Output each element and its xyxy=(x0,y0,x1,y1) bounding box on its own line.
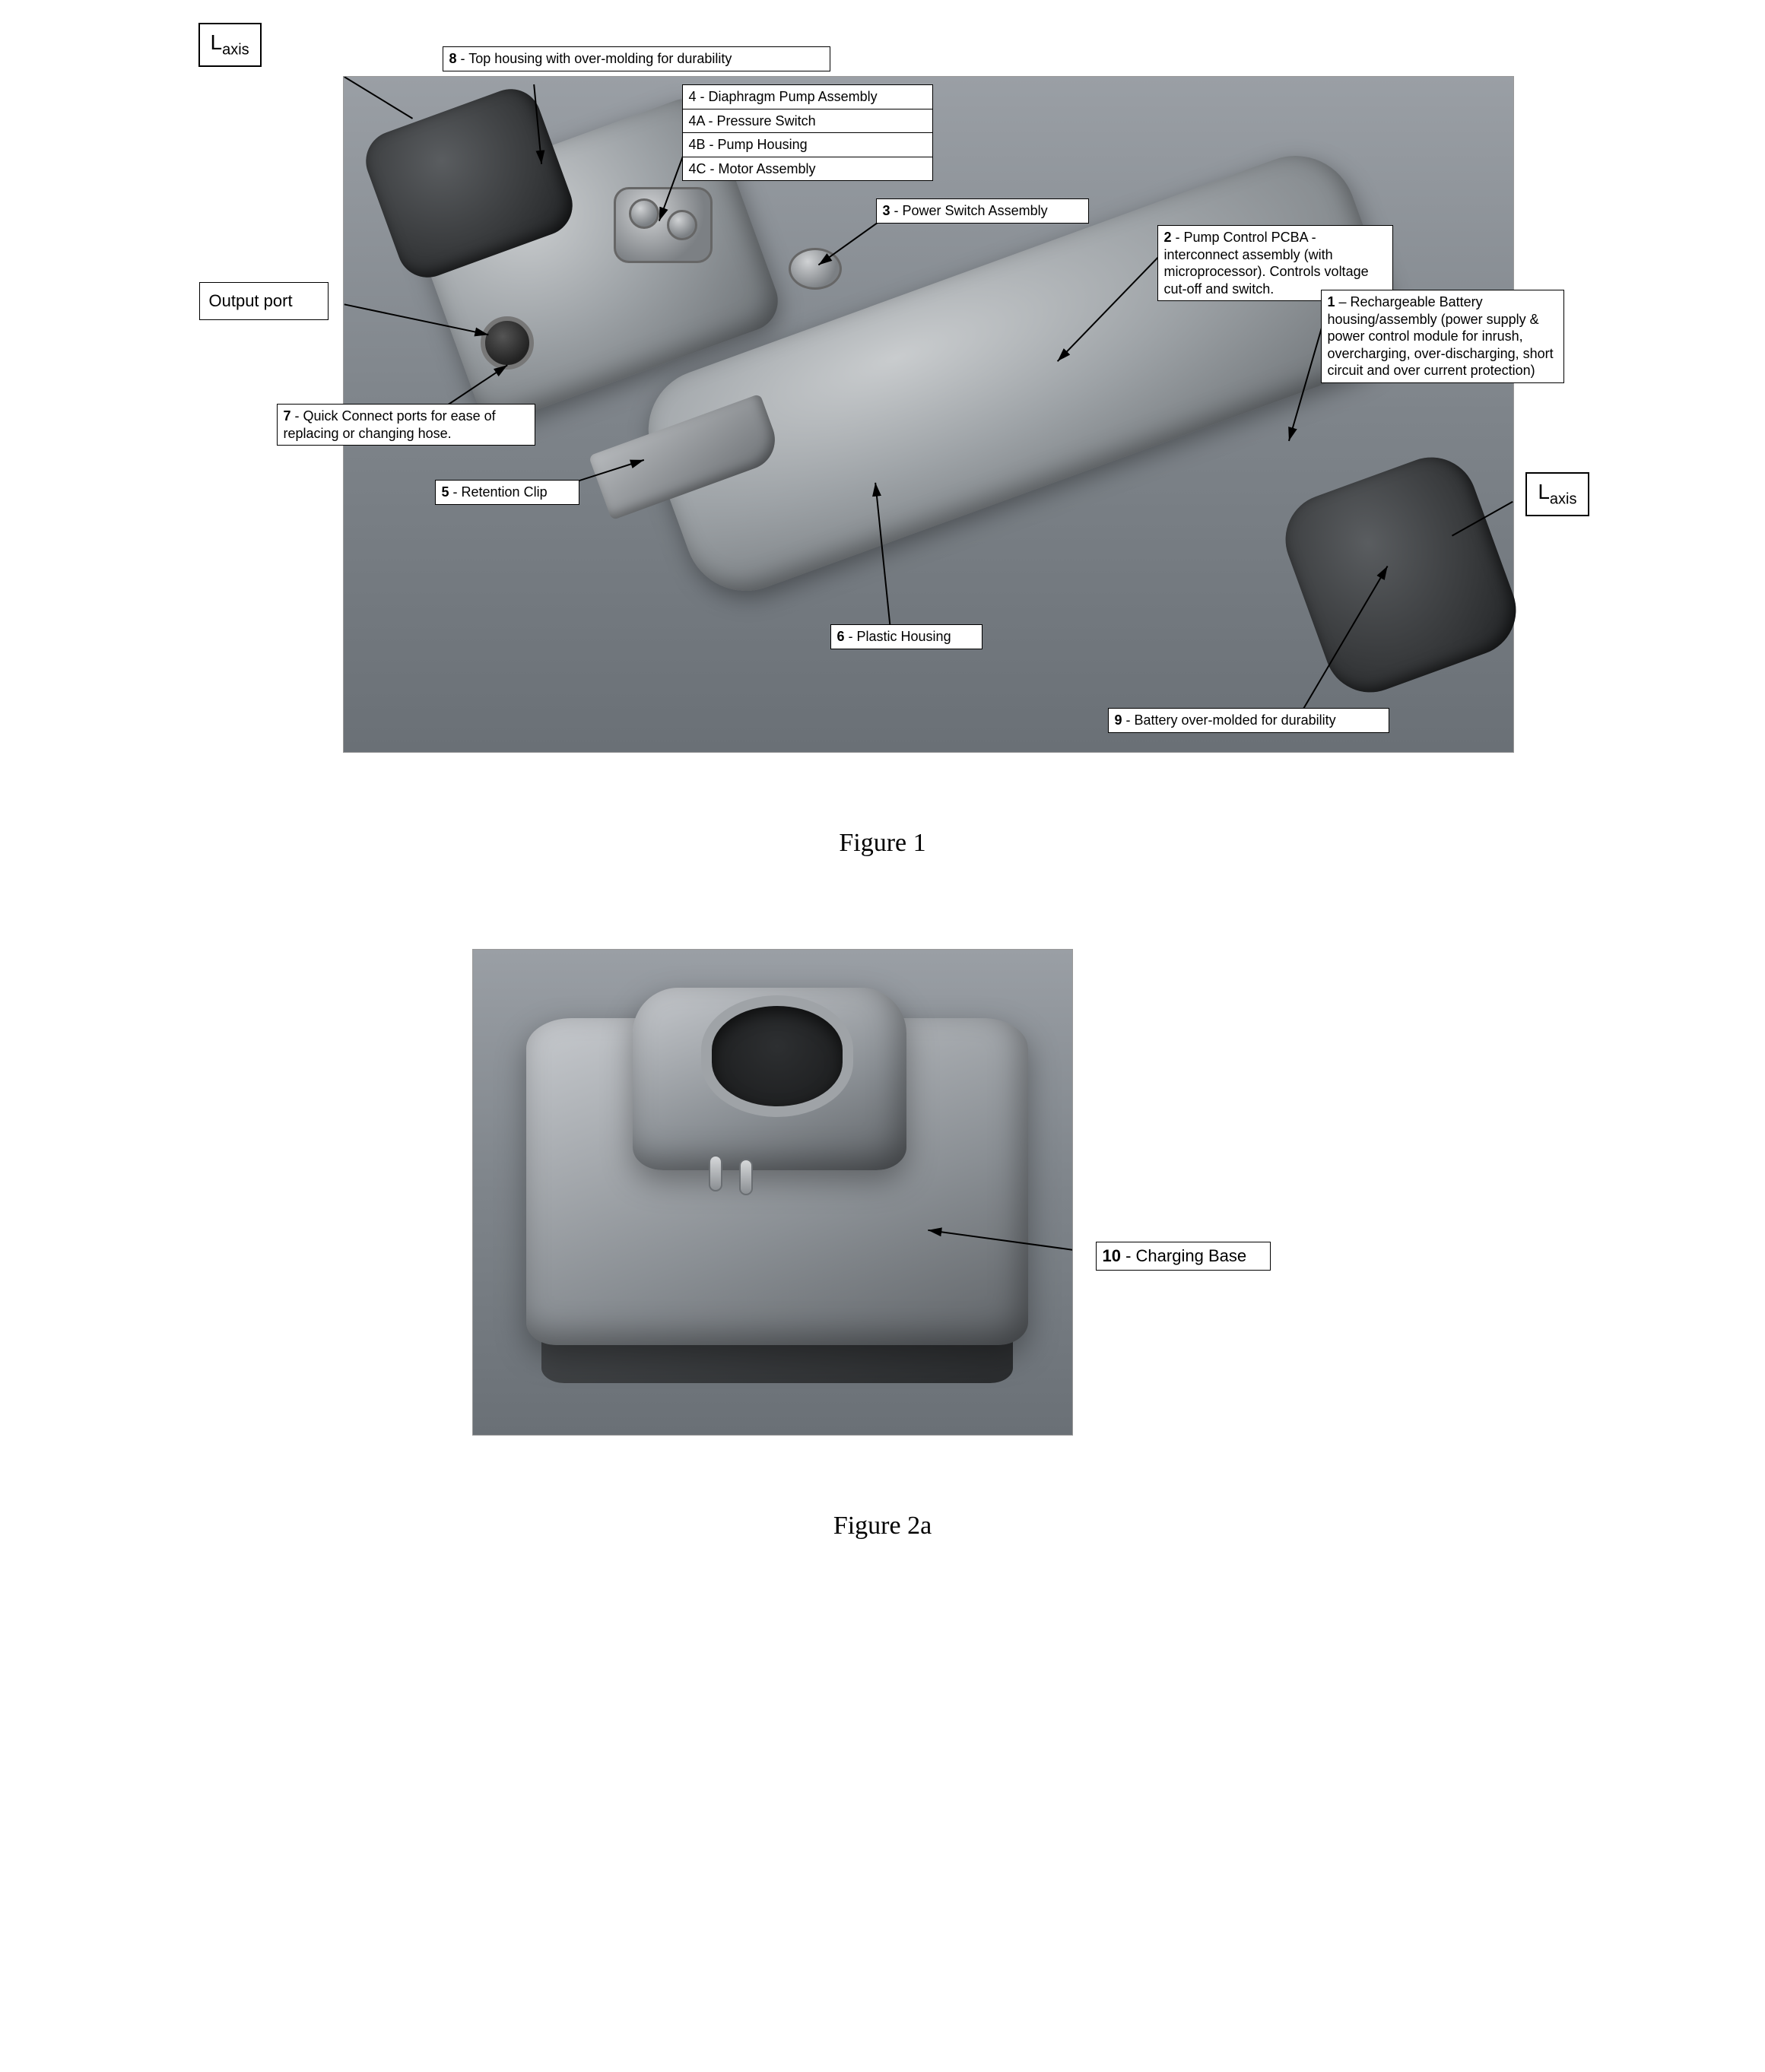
callout-4: 4 - Diaphragm Pump Assembly xyxy=(683,85,932,109)
figure-1-caption: Figure 1 xyxy=(198,829,1567,858)
figure-2a-caption: Figure 2a xyxy=(427,1512,1339,1541)
callout-4-stack: 4 - Diaphragm Pump Assembly 4A - Pressur… xyxy=(682,84,933,181)
base-slot-1 xyxy=(709,1155,722,1191)
pump-cyl-2 xyxy=(667,210,697,240)
base-slot-2 xyxy=(739,1159,753,1195)
base-hole-shape xyxy=(701,995,853,1117)
figure-2a-container: 10 - Charging Base Figure 2a xyxy=(427,949,1339,1541)
output-port-shape xyxy=(481,316,534,370)
callout-8-num: 8 xyxy=(449,51,457,66)
figure-1-render: 8 - Top housing with over-molding for du… xyxy=(343,76,1514,753)
pump-cyl-1 xyxy=(629,198,659,229)
axis-label-bottom-right: Laxis xyxy=(1525,472,1589,516)
callout-4A: 4A - Pressure Switch xyxy=(683,109,932,134)
callout-8-text: Top housing with over-molding for durabi… xyxy=(468,51,732,66)
callout-7: 7 - Quick Connect ports for ease of repl… xyxy=(277,404,535,446)
axis-label-top-left: Laxis xyxy=(198,23,262,67)
callout-6: 6 - Plastic Housing xyxy=(830,624,982,649)
callout-output-port: Output port xyxy=(199,282,329,320)
callout-4C: 4C - Motor Assembly xyxy=(683,157,932,181)
callout-4B: 4B - Pump Housing xyxy=(683,133,932,157)
axis-sub: axis xyxy=(222,42,249,59)
callout-8: 8 - Top housing with over-molding for du… xyxy=(443,46,830,71)
pump-top-block xyxy=(614,187,713,263)
power-switch-shape xyxy=(789,248,842,290)
figure-2a-render xyxy=(472,949,1073,1436)
callout-3: 3 - Power Switch Assembly xyxy=(876,198,1089,224)
figure-1-container: Laxis xyxy=(198,30,1567,858)
callout-10: 10 - Charging Base xyxy=(1096,1242,1271,1271)
callout-5: 5 - Retention Clip xyxy=(435,480,579,505)
axis-main: L xyxy=(211,30,223,54)
battery-end-cap xyxy=(1272,445,1529,706)
callout-1: 1 – Rechargeable Battery housing/assembl… xyxy=(1321,290,1564,383)
callout-9: 9 - Battery over-molded for durability xyxy=(1108,708,1389,733)
